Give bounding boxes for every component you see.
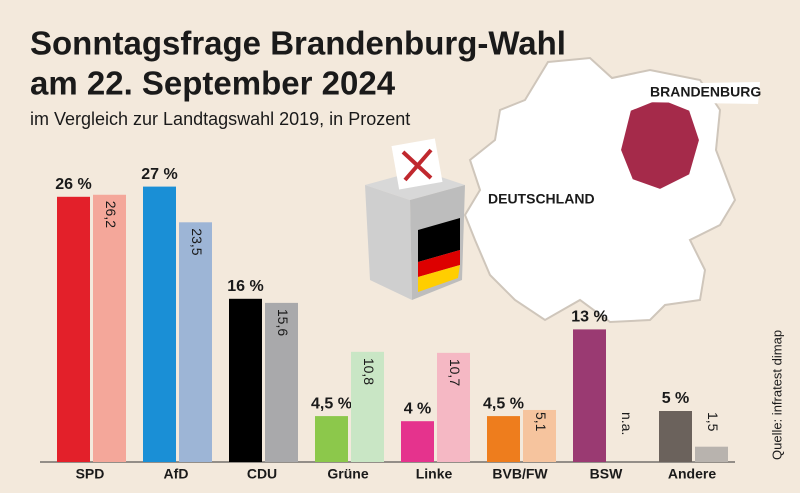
- value-label: 4,5 %: [483, 395, 524, 412]
- bar: [265, 302, 298, 462]
- x-tick-label: BVB/FW: [492, 466, 548, 482]
- value-label: 5 %: [662, 390, 690, 407]
- chart-title: Sonntagsfrage Brandenburg-Wahl: [30, 25, 566, 62]
- bar: [695, 446, 728, 462]
- annotation: DEUTSCHLAND: [488, 191, 595, 207]
- value-label: 23,5: [189, 228, 205, 255]
- x-tick-label: CDU: [247, 466, 277, 482]
- x-tick-label: AfD: [164, 466, 189, 482]
- bar: [523, 409, 556, 462]
- annotation: BRANDENBURG: [650, 84, 761, 100]
- value-label: 27 %: [141, 166, 177, 183]
- x-tick-label: BSW: [590, 466, 623, 482]
- x-tick-label: Andere: [668, 466, 716, 482]
- bar: [143, 186, 176, 462]
- chart-subtitle: im Vergleich zur Landtagswahl 2019, in P…: [30, 109, 410, 129]
- bar: [351, 351, 384, 462]
- map: [463, 56, 760, 324]
- value-label: 5,1: [533, 412, 549, 432]
- value-label: n.a.: [619, 412, 635, 435]
- bar: [573, 329, 606, 462]
- bar: [315, 416, 348, 462]
- value-label: 26,2: [103, 201, 119, 228]
- ballot-box: [365, 138, 465, 300]
- bar: [57, 196, 90, 463]
- bar: [93, 194, 126, 462]
- x-tick-label: Grüne: [327, 466, 368, 482]
- bar: [229, 298, 262, 462]
- value-label: 16 %: [227, 278, 263, 295]
- bar: [659, 411, 692, 462]
- value-label: 4,5 %: [311, 395, 352, 412]
- value-label: 10,8: [361, 358, 377, 385]
- source: Quelle: infratest dimap: [769, 330, 784, 460]
- x-tick-label: Linke: [416, 466, 453, 482]
- value-label: 4 %: [404, 400, 432, 417]
- bar: [401, 421, 434, 462]
- bar: [179, 222, 212, 462]
- bar: [487, 416, 520, 462]
- label-box: [636, 82, 760, 104]
- value-label: 26 %: [55, 176, 91, 193]
- value-label: 13 %: [571, 309, 607, 326]
- chart-title: am 22. September 2024: [30, 65, 396, 102]
- value-label: 15,6: [275, 309, 291, 336]
- bar: [437, 352, 470, 462]
- value-label: 1,5: [705, 412, 721, 432]
- x-tick-label: SPD: [76, 466, 105, 482]
- value-label: 10,7: [447, 359, 463, 386]
- brandenburg-region: [618, 96, 702, 192]
